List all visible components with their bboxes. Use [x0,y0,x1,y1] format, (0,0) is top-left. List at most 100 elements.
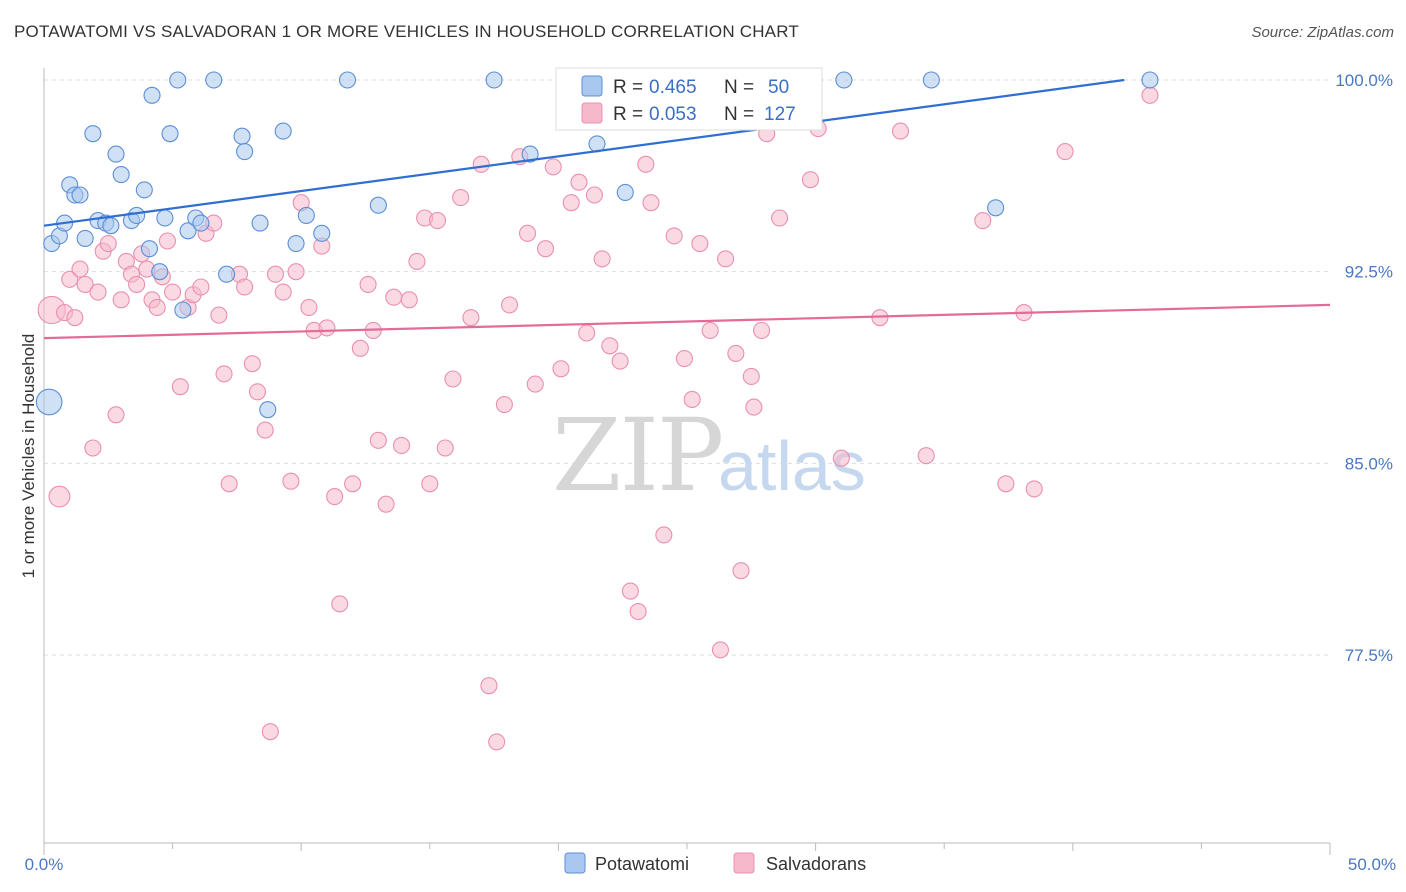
salvadorans-point-67 [480,677,498,695]
potawatomi-point-40 [521,145,539,163]
salvadorans-point-98 [742,367,760,385]
salvadorans-point-39 [274,283,292,301]
salvadorans-point-83 [611,352,629,370]
salvadorans-point-84 [621,582,639,600]
salvadorans-point-40 [282,472,300,490]
legend-r-value-1: 0.053 [649,104,697,125]
salvadorans-point-103 [801,171,820,189]
legend-swatch-potawatomi [581,75,603,97]
potawatomi-point-18 [143,86,161,104]
legend-n-value-1: 127 [764,104,796,125]
salvadorans-point-70 [500,296,519,314]
salvadorans-point-49 [344,475,362,493]
salvadorans-point-102 [771,209,789,227]
potawatomi-point-19 [151,263,169,281]
salvadorans-point-64 [452,189,470,207]
salvadorans-point-92 [691,235,709,253]
salvadorans-point-75 [544,158,562,176]
legend-swatch-salvadorans [581,102,603,124]
bottom-legend-swatch-potawatomi [564,852,586,874]
salvadorans-point-78 [570,173,588,191]
potawatomi-point-46 [1141,71,1159,89]
potawatomi-point-30 [236,143,254,161]
potawatomi-point-7 [76,229,94,247]
salvadorans-point-21 [158,232,177,250]
series-potawatomi [35,71,1159,419]
salvadorans-point-19 [148,298,166,316]
watermark-zip: ZIP [552,397,722,514]
potawatomi-point-27 [205,71,223,89]
potawatomi-point-29 [233,127,251,145]
salvadorans-point-6 [76,275,94,293]
salvadorans-point-96 [727,344,745,362]
trend-line-potawatomi [43,78,1125,227]
salvadorans-point-38 [266,265,285,283]
salvadorans-point-63 [444,370,462,388]
salvadorans-point-4 [66,309,84,327]
potawatomi-point-31 [251,214,269,232]
potawatomi-point-22 [169,71,187,89]
y-tick-label-1: 85.0% [1345,454,1393,473]
salvadorans-point-1 [48,485,71,508]
watermark: ZIP atlas [552,397,866,514]
potawatomi-point-42 [616,183,634,201]
salvadorans-point-48 [331,595,349,613]
trend-line-salvadorans [43,303,1331,340]
potawatomi-point-12 [107,145,125,163]
salvadorans-point-34 [243,355,261,373]
salvadorans-point-74 [536,240,555,258]
potawatomi-point-39 [485,71,503,89]
salvadorans-point-31 [220,475,238,493]
salvadorans-point-51 [359,275,377,293]
potawatomi-point-36 [313,224,331,242]
salvadorans-point-110 [997,475,1015,493]
salvadorans-point-53 [369,431,387,449]
salvadorans-point-60 [421,475,439,493]
y-tick-label-3: 100.0% [1335,71,1393,90]
salvadorans-point-35 [248,383,267,401]
potawatomi-point-16 [135,181,153,199]
salvadorans-point-91 [683,390,701,408]
chart-title: POTAWATOMI VS SALVADORAN 1 OR MORE VEHIC… [14,22,799,41]
salvadorans-point-26 [192,278,210,296]
legend-r-label-1: R = [613,104,643,125]
potawatomi-point-32 [259,401,277,419]
salvadorans-point-80 [585,186,603,204]
salvadorans-point-56 [392,436,411,454]
salvadorans-point-37 [261,723,279,741]
potawatomi-point-11 [102,217,120,235]
legend-n-label-0: N = [724,77,754,98]
potawatomi-point-8 [84,125,102,143]
series-legend: Potawatomi Salvadorans [564,852,866,874]
salvadorans-point-113 [1056,143,1074,161]
stats-legend: R = 0.465 N = 50 R = 0.053 N = 127 [555,67,823,131]
potawatomi-point-37 [338,71,357,89]
salvadorans-point-61 [428,212,447,230]
salvadorans-point-90 [675,350,693,368]
salvadorans-point-10 [99,235,117,253]
bottom-legend-swatch-salvadorans [733,852,755,874]
salvadorans-point-76 [552,360,570,378]
salvadorans-point-79 [578,324,596,342]
salvadorans-point-22 [164,283,182,301]
salvadorans-point-12 [112,291,130,309]
salvadorans-point-65 [462,309,480,327]
salvadorans-point-8 [89,283,107,301]
potawatomi-point-23 [174,301,192,319]
salvadorans-point-69 [495,396,513,414]
potawatomi-point-44 [922,71,940,89]
salvadorans-point-57 [400,291,418,309]
salvadorans-point-15 [128,275,146,293]
x-ticks [43,843,1331,855]
potawatomi-point-15 [128,206,146,224]
salvadorans-point-50 [351,339,369,357]
x-tick-label-min: 0.0% [25,855,64,874]
bottom-legend-label-salvadorans: Salvadorans [766,854,866,874]
potawatomi-point-28 [218,265,236,283]
potawatomi-point-0 [35,388,63,416]
salvadorans-point-7 [84,439,102,457]
salvadorans-point-72 [518,224,537,242]
salvadorans-point-30 [215,365,233,383]
salvadorans-point-109 [974,212,992,230]
